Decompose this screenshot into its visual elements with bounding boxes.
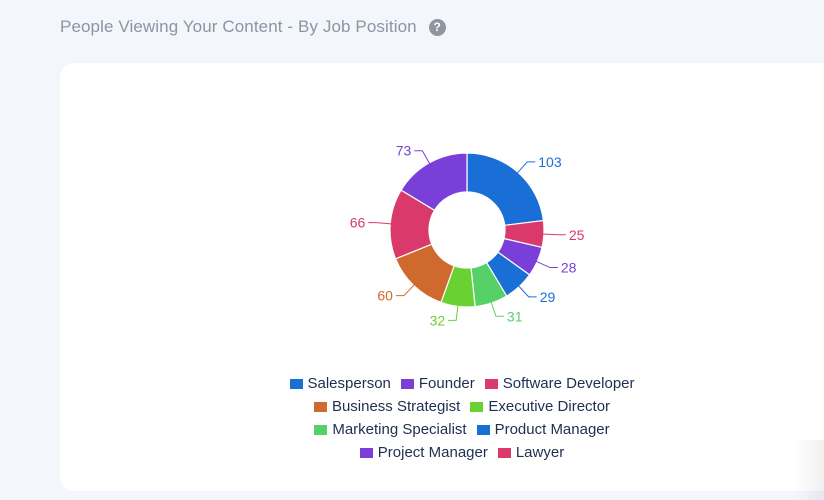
legend-label: Founder <box>418 375 475 392</box>
data-label-salesperson: 103 <box>538 154 562 170</box>
section-header: People Viewing Your Content - By Job Pos… <box>60 15 446 39</box>
legend-label: Product Manager <box>494 421 610 438</box>
legend-swatch <box>313 401 327 412</box>
legend-label: Lawyer <box>515 444 565 461</box>
legend-label: Business Strategist <box>331 398 461 415</box>
section-title: People Viewing Your Content - By Job Pos… <box>60 17 417 36</box>
data-label-business-strategist: 60 <box>377 288 393 304</box>
donut-slice-project-manager[interactable] <box>400 152 468 212</box>
legend-swatch <box>470 401 484 412</box>
leader-line-founder <box>535 260 558 269</box>
legend-item-project-manager[interactable]: Project Manager <box>359 444 488 461</box>
legend-label: Executive Director <box>488 398 611 415</box>
chart-legend: Salesperson Founder Software Developer Busi… <box>0 372 824 464</box>
leader-line-business-strategist <box>395 283 416 297</box>
leader-line-product-manager <box>517 284 537 298</box>
data-label-software-developer: 25 <box>569 227 585 243</box>
data-label-project-manager: 73 <box>396 143 412 159</box>
leader-line-software-developer <box>541 233 566 236</box>
legend-label: Software Developer <box>502 375 635 392</box>
leader-line-salesperson <box>516 161 536 175</box>
question-circle-icon[interactable]: ? <box>428 18 446 36</box>
data-label-marketing-specialist: 31 <box>507 308 523 324</box>
legend-swatch <box>289 378 303 389</box>
legend-label: Salesperson <box>307 375 391 392</box>
legend-swatch <box>476 424 490 435</box>
legend-label: Project Manager <box>377 444 488 461</box>
data-label-executive-director: 32 <box>430 312 446 328</box>
data-label-founder: 28 <box>561 260 577 276</box>
legend-item-lawyer[interactable]: Lawyer <box>497 444 565 461</box>
data-label-lawyer: 66 <box>350 215 366 231</box>
leader-line-marketing-specialist <box>490 300 504 317</box>
legend-item-software-developer[interactable]: Software Developer <box>484 375 635 392</box>
leader-line-lawyer <box>368 222 393 225</box>
legend-row: Project Manager Lawyer <box>355 441 569 464</box>
leader-line-project-manager <box>414 150 431 165</box>
legend-row: Salesperson Founder Software Developer <box>285 372 640 395</box>
legend-swatch <box>497 447 511 458</box>
legend-swatch <box>400 378 414 389</box>
legend-swatch <box>359 447 373 458</box>
corner-shadow <box>794 440 824 500</box>
legend-item-product-manager[interactable]: Product Manager <box>476 421 610 438</box>
legend-row: Marketing Specialist Product Manager <box>309 418 614 441</box>
donut-chart: 103 25 28 29 31 32 60 66 73 <box>350 143 585 329</box>
legend-swatch <box>484 378 498 389</box>
donut-slice-salesperson[interactable] <box>466 152 545 227</box>
legend-row: Business Strategist Executive Director <box>309 395 615 418</box>
leader-line-executive-director <box>448 304 459 321</box>
legend-item-founder[interactable]: Founder <box>400 375 475 392</box>
data-label-product-manager: 29 <box>540 289 556 305</box>
legend-item-salesperson[interactable]: Salesperson <box>289 375 391 392</box>
legend-label: Marketing Specialist <box>332 421 467 438</box>
legend-item-executive-director[interactable]: Executive Director <box>470 398 610 415</box>
legend-swatch <box>314 424 328 435</box>
legend-item-business-strategist[interactable]: Business Strategist <box>313 398 461 415</box>
legend-item-marketing-specialist[interactable]: Marketing Specialist <box>314 421 467 438</box>
